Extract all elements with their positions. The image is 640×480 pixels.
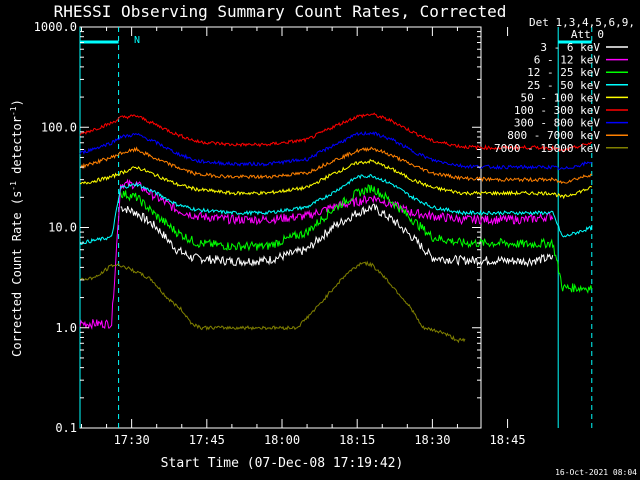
legend-entry-label: 25 - 50 keV — [527, 79, 600, 92]
x-axis-ticks: 17:30 17:45 18:00 18:15 18:30 18:45 — [81, 27, 526, 447]
series-lines — [79, 112, 593, 344]
legend-entry-label: 300 - 800 keV — [514, 117, 600, 130]
y-axis-label-exp2: -1 — [9, 106, 18, 116]
y-tick-label: 100.0 — [41, 120, 77, 134]
series-line — [79, 112, 592, 153]
legend-header-1: Det 1,3,4,5,6,9, — [529, 16, 635, 29]
series-line — [120, 203, 554, 268]
legend-entry-label: 12 - 25 keV — [527, 66, 600, 79]
series-line — [120, 184, 593, 294]
y-axis-ticks: 1000.0 100.0 10.0 1.0 0.1 — [34, 20, 481, 435]
y-tick-label: 1000.0 — [34, 20, 77, 34]
x-tick-label: 17:30 — [114, 433, 150, 447]
series-line — [79, 130, 593, 171]
series-line — [79, 158, 593, 200]
x-tick-label: 17:45 — [189, 433, 225, 447]
legend-entry-label: 7000 - 15000 keV — [494, 142, 600, 155]
legend-header-2: Att 0 — [571, 28, 604, 41]
series-line — [79, 260, 466, 344]
chart-title: RHESSI Observing Summary Count Rates, Co… — [54, 2, 507, 21]
series-line — [79, 178, 554, 331]
y-tick-label: 0.1 — [55, 421, 77, 435]
x-axis-label: Start Time (07-Dec-08 17:19:42) — [161, 456, 404, 471]
y-axis-label-exp: -1 — [9, 181, 18, 191]
legend-entry-label: 800 - 7000 keV — [507, 129, 600, 142]
series-line — [79, 173, 593, 245]
legend-entry-label: 6 - 12 keV — [534, 54, 601, 67]
y-axis-label-mid: detector — [10, 116, 24, 181]
legend-entry-label: 50 - 100 keV — [521, 91, 601, 104]
y-axis-label-end: ) — [10, 99, 24, 106]
legend-entry-label: 3 - 6 keV — [540, 41, 600, 54]
y-axis-label: Corrected Count Rate (s-1 detector-1) — [9, 99, 24, 357]
flag-label: N — [134, 35, 140, 46]
y-tick-label: 1.0 — [55, 321, 77, 335]
x-tick-label: 18:15 — [339, 433, 375, 447]
x-tick-label: 18:00 — [264, 433, 300, 447]
y-axis-label-text: Corrected Count Rate (s — [10, 191, 24, 357]
x-tick-label: 18:30 — [414, 433, 450, 447]
y-tick-label: 10.0 — [48, 221, 77, 235]
timestamp: 16-Oct-2021 08:04 — [555, 468, 637, 477]
x-tick-label: 18:45 — [490, 433, 526, 447]
legend-entry-label: 100 - 300 keV — [514, 104, 600, 117]
series-line — [79, 146, 593, 185]
